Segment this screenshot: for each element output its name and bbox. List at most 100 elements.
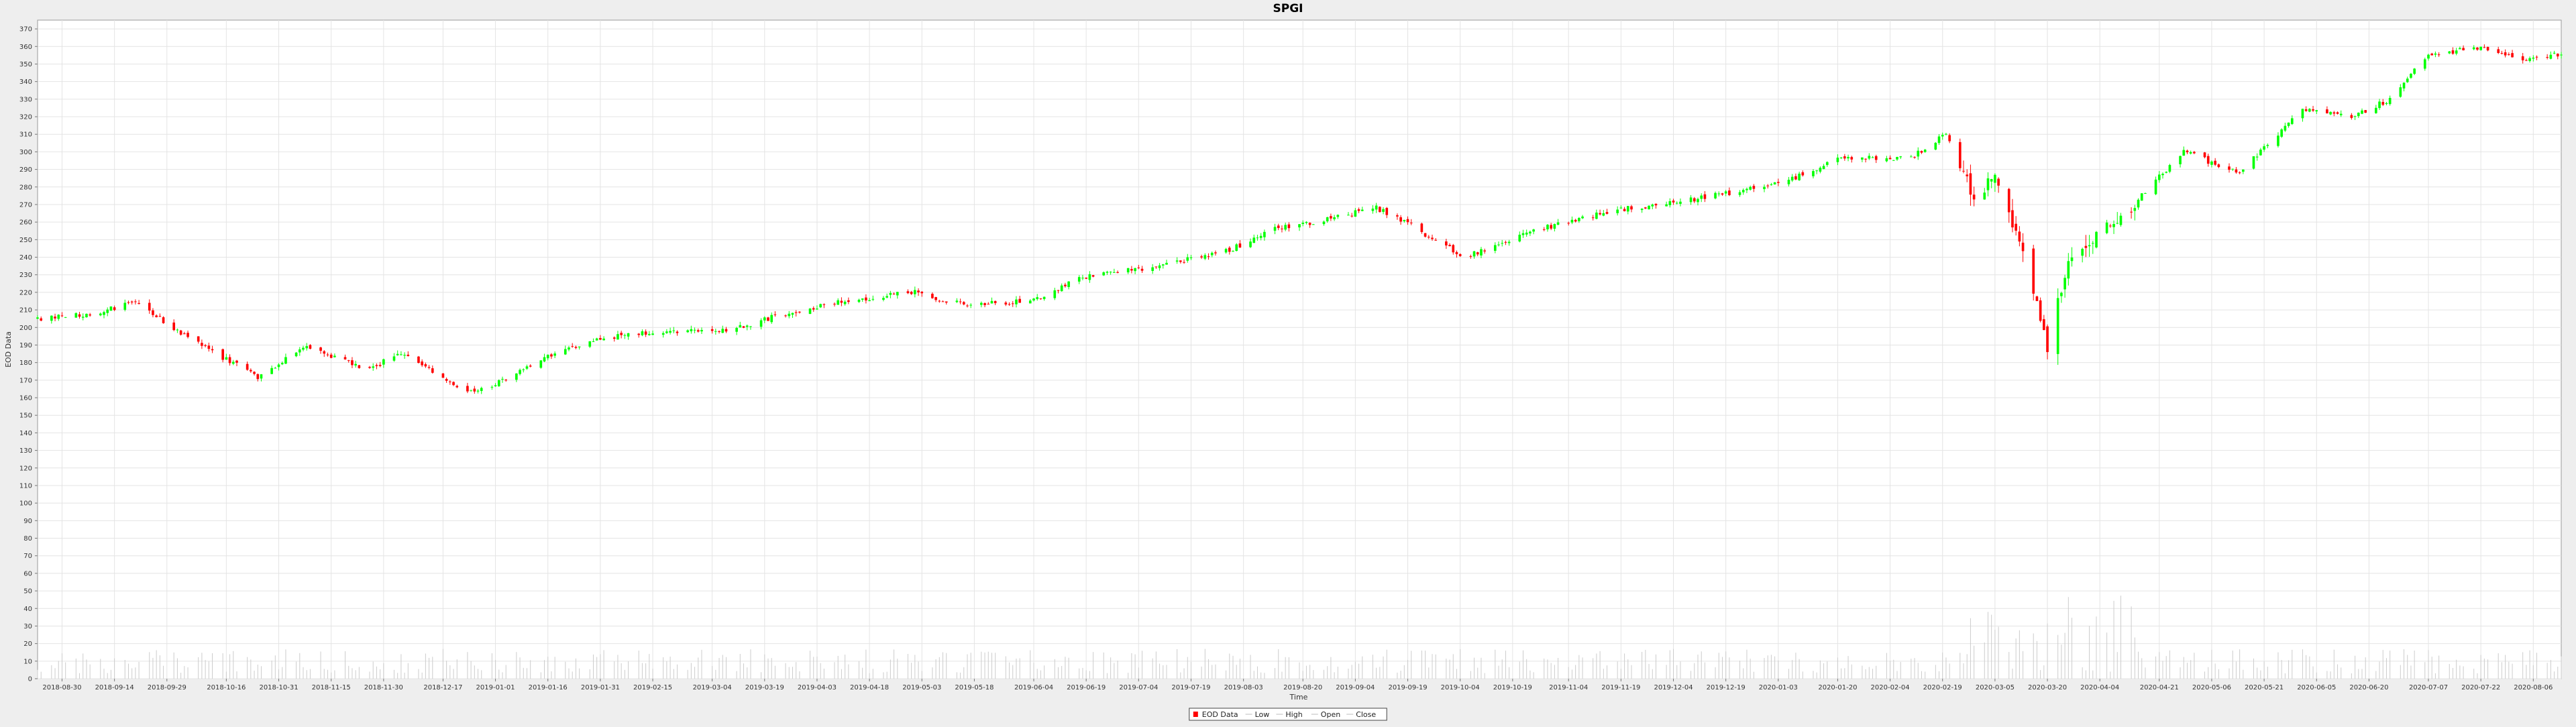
y-tick-label: 80 [23, 535, 32, 543]
candle-body [1431, 237, 1434, 239]
candle-body [1546, 225, 1549, 229]
volume-bar [1278, 649, 1279, 679]
volume-bar [739, 653, 741, 679]
candle-body [1312, 224, 1315, 225]
volume-bar [2361, 669, 2363, 679]
candle-body [861, 298, 864, 300]
y-tick-label: 50 [23, 588, 32, 596]
volume-bar [103, 669, 105, 679]
x-tick-label: 2020-02-19 [1923, 684, 1962, 691]
volume-bar [1599, 651, 1601, 679]
volume-bar [456, 659, 458, 679]
volume-bar [2288, 660, 2290, 679]
volume-bar [79, 673, 80, 679]
candle-body [2032, 248, 2035, 294]
volume-bar [1774, 656, 1776, 679]
candle-body [2035, 296, 2039, 301]
y-tick-label: 270 [19, 201, 32, 209]
candle-body [686, 330, 689, 333]
y-tick-label: 0 [28, 676, 32, 683]
volume-bar [372, 661, 374, 679]
volume-bar [1180, 672, 1181, 679]
volume-bar [407, 663, 409, 679]
volume-bar [285, 649, 286, 679]
volume-bar [743, 663, 745, 679]
candle-body [158, 316, 162, 317]
candle-body [2007, 188, 2010, 213]
volume-bar [2561, 656, 2562, 679]
x-tick-label: 2019-10-04 [1441, 684, 1480, 691]
candle-body [2423, 59, 2426, 69]
volume-bar [1966, 654, 1968, 679]
candle-body [1403, 219, 1406, 221]
candle-body [1885, 158, 1888, 162]
volume-bar [1250, 655, 1251, 679]
candle-body [277, 364, 280, 368]
y-tick-label: 210 [19, 307, 32, 315]
candle-body [1396, 215, 1399, 217]
candle-body [2312, 109, 2314, 111]
volume-bar [837, 655, 839, 679]
candle-body [2500, 53, 2504, 54]
candle-body [123, 302, 127, 310]
candle-body [2437, 54, 2440, 56]
volume-bar [1383, 656, 1384, 679]
volume-bar [481, 670, 482, 679]
volume-bar [1603, 669, 1604, 679]
candle-body [1057, 290, 1060, 291]
volume-bar [1036, 669, 1038, 679]
candle-body [962, 302, 965, 304]
volume-bar [862, 667, 863, 679]
y-tick-label: 360 [19, 44, 32, 51]
candle-body [1207, 256, 1210, 258]
candle-body [1011, 303, 1014, 304]
candle-body [2448, 51, 2451, 54]
volume-bar [816, 657, 818, 679]
y-tick-label: 230 [19, 272, 32, 279]
x-tick-label: 2020-04-21 [2140, 684, 2179, 691]
candle-body [2430, 53, 2434, 56]
candle-body [1042, 296, 1046, 299]
candle-body [1888, 158, 1892, 160]
volume-bar [1012, 665, 1014, 679]
x-axis-title: Time [1289, 693, 1308, 702]
volume-bar [897, 659, 898, 679]
candle-body [1018, 298, 1021, 303]
candle-body [2070, 257, 2074, 262]
candle-body [2462, 48, 2465, 50]
candle-body [407, 354, 410, 357]
y-tick-label: 350 [19, 61, 32, 68]
candle-body [812, 308, 815, 310]
volume-bar [348, 665, 350, 679]
volume-bar [2235, 661, 2237, 679]
gridlines [38, 20, 2561, 679]
volume-bar [376, 666, 377, 679]
candle-body [427, 367, 431, 368]
volume-bar [2456, 659, 2457, 679]
volume-bar [1795, 653, 1796, 679]
candle-body [1843, 156, 1846, 159]
volume-bar [918, 661, 919, 679]
volume-bar [592, 654, 594, 679]
candle-body [592, 341, 595, 342]
candle-body [2528, 58, 2531, 61]
candle-body [1941, 135, 1944, 137]
x-tick-label: 2019-07-04 [1119, 684, 1158, 691]
volume-bar [1676, 665, 1678, 679]
candle-body [2015, 223, 2017, 231]
candle-body [2043, 319, 2045, 331]
candle-body [1787, 180, 1790, 184]
candle-body [641, 331, 644, 335]
candle-body [994, 300, 997, 303]
candle-body [231, 361, 235, 364]
candle-body [1819, 168, 1822, 172]
volume-bar [2554, 671, 2555, 679]
x-tick-label: 2020-04-04 [2080, 684, 2119, 691]
x-tick-label: 2019-01-01 [476, 684, 515, 691]
candle-body [1861, 157, 1864, 160]
volume-bar [1456, 669, 1457, 679]
candle-body [2088, 245, 2091, 247]
candle-body [2119, 215, 2123, 225]
candle-body [791, 313, 794, 315]
